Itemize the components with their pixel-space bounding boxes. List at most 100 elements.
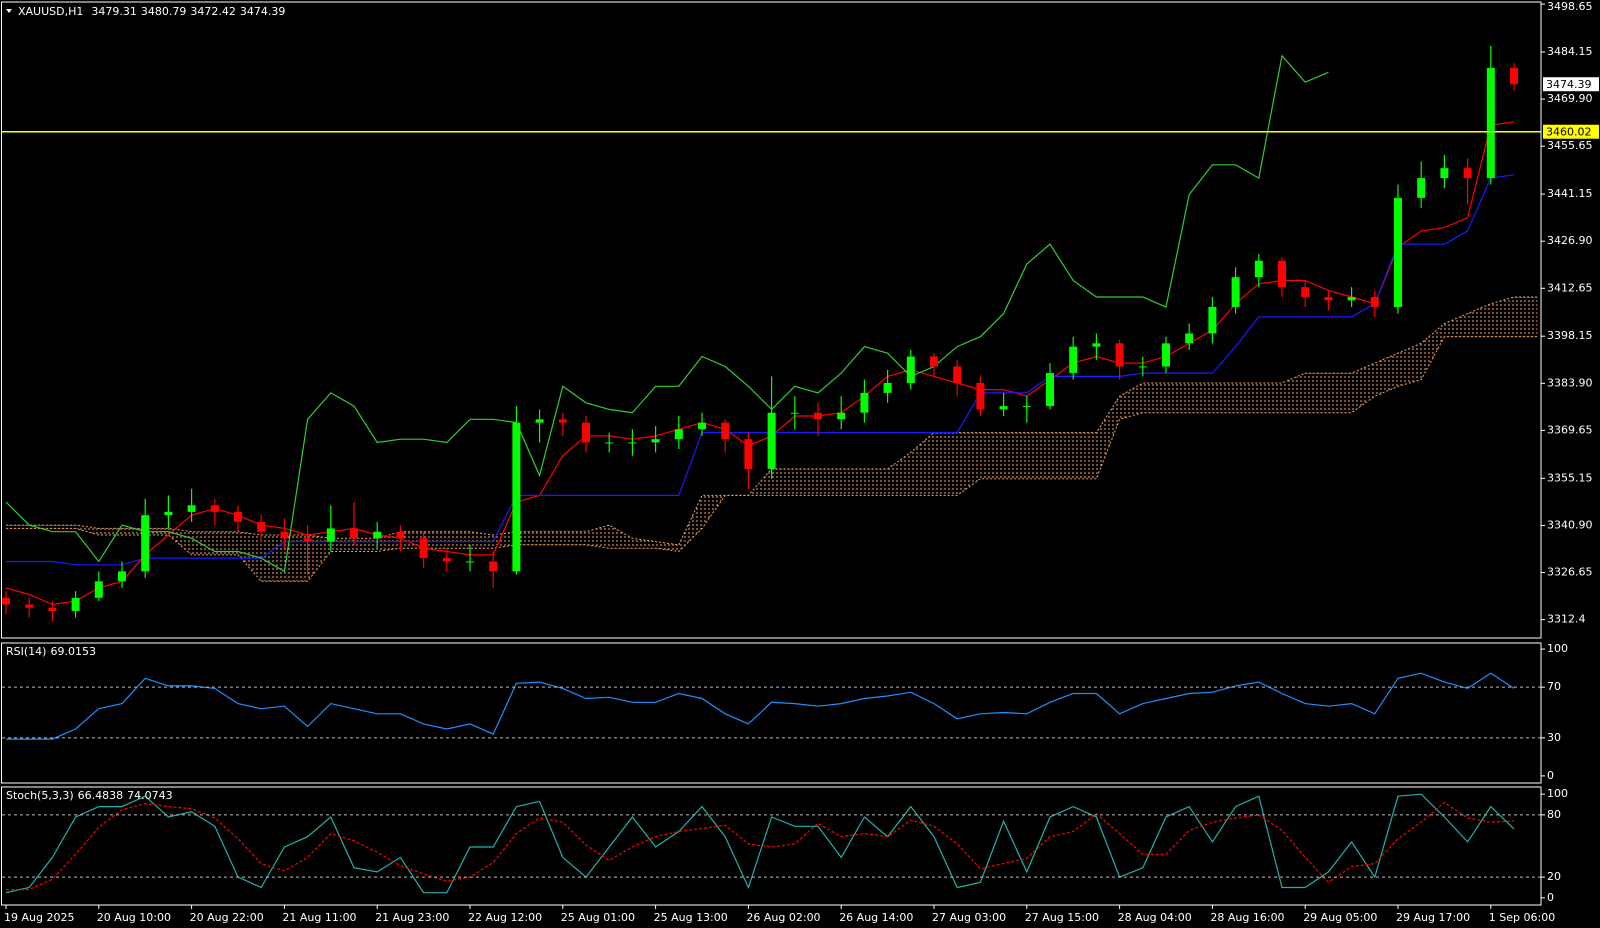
x-tick-label: 26 Aug 02:00: [746, 911, 820, 924]
candle-body: [1301, 287, 1310, 298]
candle-body: [767, 412, 776, 469]
candle-body: [628, 442, 637, 444]
y-tick-label: 30: [1547, 731, 1561, 744]
candle-body: [814, 412, 822, 420]
candle-body: [1463, 168, 1472, 179]
y-tick-label: 3355.15: [1547, 471, 1593, 484]
candle-body: [1510, 67, 1518, 85]
candle-body: [187, 505, 196, 512]
candle-body: [326, 528, 335, 542]
candle-body: [141, 515, 150, 572]
candle-body: [164, 511, 173, 516]
rsi-title: RSI(14) 69.0153: [6, 645, 96, 658]
candle-body: [350, 528, 358, 539]
candle-body: [1115, 343, 1124, 367]
marks-layer: [2, 45, 1541, 621]
x-tick-label: 27 Aug 15:00: [1025, 911, 1099, 924]
y-tick-label: 3441.15: [1547, 187, 1593, 200]
candle-body: [2, 597, 10, 605]
level-price-label: 3460.02: [1546, 126, 1592, 139]
y-tick-label: 3369.65: [1547, 423, 1593, 436]
x-tick-label: 26 Aug 14:00: [839, 911, 913, 924]
indicator-line: [5, 793, 1515, 894]
candle-body: [1394, 197, 1402, 307]
y-tick-label: 0: [1547, 769, 1554, 782]
candle-body: [210, 505, 219, 512]
stoch-main-value: 66.4838: [78, 789, 124, 802]
open-value: 3479.31: [91, 5, 137, 18]
menu-triangle[interactable]: [6, 9, 12, 13]
candle-body: [1185, 333, 1194, 344]
x-tick-label: 25 Aug 13:00: [654, 911, 728, 924]
x-tick-label: 28 Aug 04:00: [1118, 911, 1192, 924]
y-tick-label: 80: [1547, 808, 1561, 821]
rsi-value: 69.0153: [50, 645, 96, 658]
candle-body: [396, 531, 405, 539]
panel-frame: [1, 786, 1542, 906]
candle-body: [373, 531, 382, 539]
x-tick-label: 20 Aug 22:00: [190, 911, 264, 924]
candle-body: [1324, 297, 1333, 301]
candle-body: [234, 511, 242, 522]
indicator-line: [6, 672, 1515, 740]
y-tick-label: 3383.90: [1547, 376, 1593, 389]
candle-body: [1046, 373, 1054, 407]
candle-body: [48, 607, 57, 612]
y-tick-label: 0: [1547, 891, 1554, 904]
candle-body: [1138, 366, 1147, 368]
candle-body: [674, 429, 683, 440]
x-tick-label: 28 Aug 16:00: [1210, 911, 1284, 924]
y-tick-label: 3455.65: [1547, 139, 1593, 152]
y-tick-label: 3340.90: [1547, 518, 1593, 531]
candle-body: [1022, 406, 1031, 408]
high-value: 3480.79: [141, 5, 187, 18]
candle-body: [257, 521, 266, 532]
candle-body: [1069, 346, 1078, 374]
x-tick-label: 19 Aug 2025: [4, 911, 74, 924]
candle-body: [303, 538, 312, 542]
senkou-span-b: [6, 336, 1538, 582]
candle-body: [906, 356, 915, 383]
x-tick-label: 25 Aug 01:00: [561, 911, 635, 924]
y-tick-label: 20: [1547, 870, 1561, 883]
candle-body: [605, 442, 614, 444]
candle-body: [535, 419, 544, 423]
candle-body: [930, 356, 938, 367]
candle-body: [94, 581, 103, 598]
low-value: 3472.42: [190, 5, 236, 18]
y-tick-label: 100: [1547, 787, 1568, 800]
candle-body: [1347, 297, 1356, 301]
y-tick-label: 3326.65: [1547, 566, 1593, 579]
candle-body: [582, 422, 590, 443]
y-tick-label: 3398.15: [1547, 329, 1593, 342]
candle-body: [1162, 343, 1170, 367]
candle-body: [466, 561, 474, 563]
x-tick-label: 27 Aug 03:00: [932, 911, 1006, 924]
level-price-box: [1543, 124, 1599, 139]
candle-body: [558, 419, 567, 423]
candle-body: [118, 571, 126, 582]
candle-body: [1208, 306, 1217, 334]
indicator-line: [5, 54, 1329, 573]
candle-body: [976, 382, 985, 410]
candle-body: [744, 439, 753, 469]
candle-body: [280, 531, 289, 539]
stoch-title: Stoch(5,3,3) 66.4838 74.0743: [6, 789, 173, 802]
indicator-line: [6, 174, 1515, 566]
panel-frame: [1, 1, 1542, 639]
candle-body: [790, 412, 799, 414]
candle-body: [71, 597, 80, 612]
y-tick-label: 3498.65: [1547, 0, 1593, 13]
candle-body: [1231, 277, 1240, 307]
candle-body: [860, 392, 869, 413]
x-tick-label: 29 Aug 17:00: [1396, 911, 1470, 924]
candle-body: [651, 439, 660, 443]
candle-body: [1417, 178, 1426, 198]
y-tick-label: 3469.90: [1547, 92, 1593, 105]
stoch-name: Stoch(5,3,3): [6, 789, 74, 802]
x-tick-label: 1 Sep 06:00: [1489, 911, 1555, 924]
panel-frame: [1, 642, 1542, 784]
candle-body: [1370, 297, 1379, 307]
candle-body: [1486, 67, 1495, 179]
